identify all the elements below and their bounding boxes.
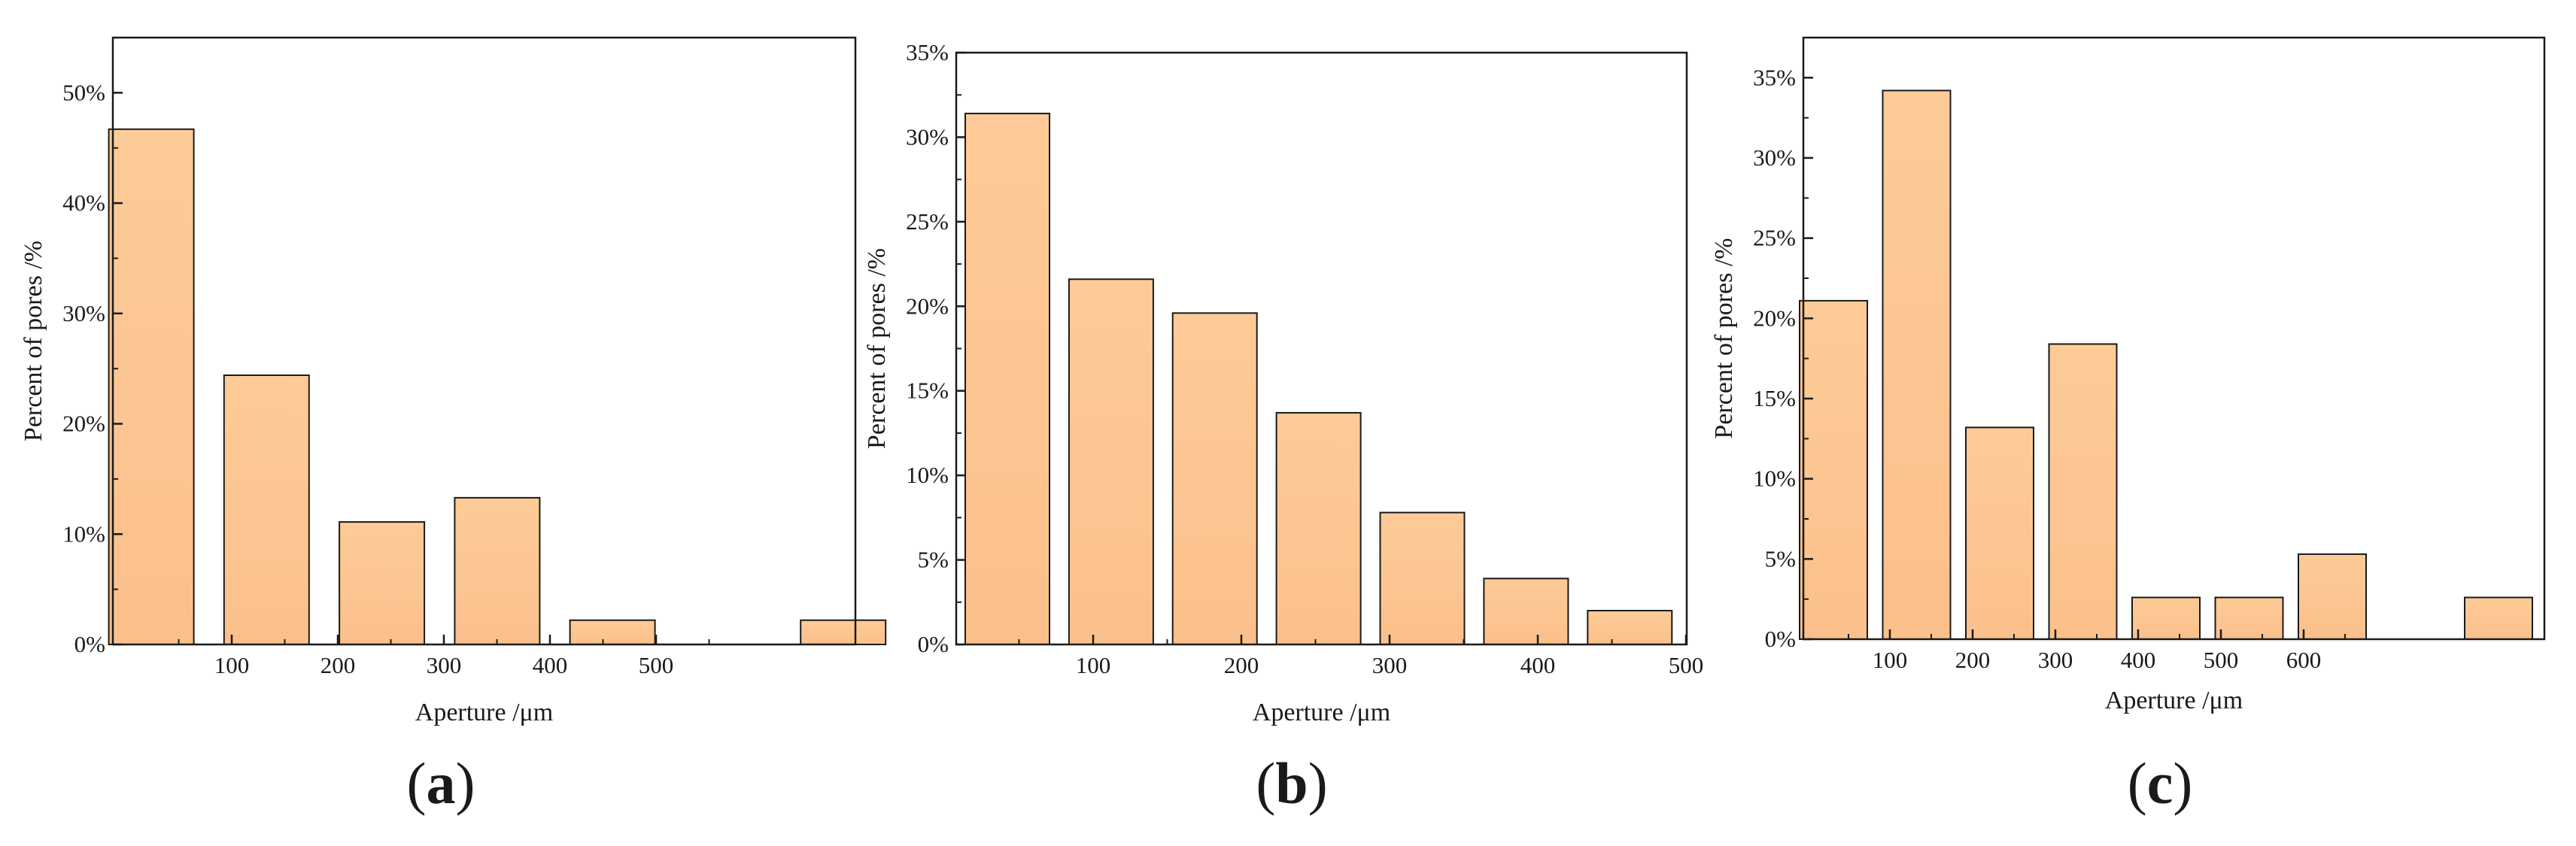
bar-a-3 bbox=[454, 496, 541, 646]
bar-c-3 bbox=[2048, 343, 2118, 640]
y-tick-label: 30% bbox=[1753, 144, 1796, 171]
x-tick-label: 400 bbox=[2121, 647, 2156, 673]
bar-b-1 bbox=[1068, 278, 1154, 645]
x-tick-label: 300 bbox=[2038, 647, 2073, 673]
y-tick-label: 35% bbox=[1753, 64, 1796, 90]
x-tick-label: 200 bbox=[320, 652, 356, 678]
bar-b-0 bbox=[964, 112, 1050, 645]
bar-b-3 bbox=[1275, 411, 1362, 646]
y-tick-label: 10% bbox=[1753, 465, 1796, 492]
x-tick-label: 500 bbox=[2204, 647, 2239, 673]
x-axis-label: Aperture /μm bbox=[2105, 687, 2243, 714]
bar-c-2 bbox=[1965, 426, 2034, 641]
x-tick-label: 100 bbox=[1076, 652, 1111, 678]
y-tick-label: 20% bbox=[62, 411, 105, 437]
x-axis-label: Aperture /μm bbox=[1253, 699, 1390, 726]
y-tick-label: 25% bbox=[906, 208, 949, 235]
x-tick-label: 400 bbox=[533, 652, 568, 678]
y-tick-label: 50% bbox=[62, 79, 105, 105]
x-tick-label: 300 bbox=[427, 652, 462, 678]
bar-b-6 bbox=[1587, 610, 1673, 645]
y-tick-label: 5% bbox=[1765, 545, 1796, 572]
bar-b-2 bbox=[1171, 312, 1258, 645]
x-tick-label: 200 bbox=[1955, 647, 1991, 673]
y-tick-label: 0% bbox=[1765, 626, 1796, 652]
bar-a-2 bbox=[339, 521, 426, 645]
bar-b-4 bbox=[1379, 511, 1466, 645]
bar-a-6 bbox=[800, 619, 887, 646]
bar-c-0 bbox=[1799, 299, 1868, 640]
bar-a-4 bbox=[569, 619, 656, 646]
y-tick-label: 5% bbox=[918, 547, 949, 573]
y-tick-label: 15% bbox=[1753, 385, 1796, 411]
y-tick-label: 0% bbox=[74, 631, 105, 657]
y-tick-label: 30% bbox=[906, 123, 949, 150]
bar-c-5 bbox=[2214, 596, 2284, 640]
y-axis-label: Percent of pores /% bbox=[863, 248, 891, 449]
chart-panel-b: 0% 5% 10% 15% 20% 25% 30% 35% 100 200 300 400 500 Ape… bbox=[863, 39, 1703, 816]
panel-label: (a) bbox=[407, 750, 475, 816]
x-tick-label: 100 bbox=[1873, 647, 1908, 673]
panel-label: (c) bbox=[2128, 750, 2193, 816]
y-tick-label: 0% bbox=[918, 631, 949, 657]
y-axis-label: Percent of pores /% bbox=[20, 241, 47, 441]
bar-c-8 bbox=[2464, 596, 2533, 640]
bar-b-5 bbox=[1483, 578, 1569, 645]
chart-panel-c: 0% 5% 10% 15% 20% 25% 30% 35% 100 200 300 400 500 600… bbox=[1710, 36, 2546, 816]
x-tick-label: 200 bbox=[1224, 652, 1259, 678]
chart-panel-a: 0% 10% 20% 30% 40% 50% 100 200 300 400 500 Aperture… bbox=[20, 36, 887, 816]
x-tick-label: 600 bbox=[2286, 647, 2322, 673]
bar-c-6 bbox=[2298, 553, 2367, 641]
panel-label: (b) bbox=[1256, 750, 1327, 816]
y-tick-label: 30% bbox=[62, 300, 105, 326]
y-tick-label: 40% bbox=[62, 190, 105, 216]
bar-a-0 bbox=[108, 128, 195, 646]
y-tick-label: 35% bbox=[906, 39, 949, 65]
bar-c-1 bbox=[1882, 89, 1952, 640]
x-tick-label: 500 bbox=[639, 652, 674, 678]
x-axis-label: Aperture /μm bbox=[415, 699, 553, 726]
y-axis-label: Percent of pores /% bbox=[1710, 238, 1738, 438]
y-tick-label: 20% bbox=[906, 293, 949, 319]
x-tick-label: 400 bbox=[1520, 652, 1556, 678]
y-tick-label: 25% bbox=[1753, 225, 1796, 251]
x-tick-label: 500 bbox=[1669, 652, 1704, 678]
bar-a-1 bbox=[223, 374, 310, 645]
plot-frame bbox=[1802, 36, 2546, 641]
x-tick-label: 100 bbox=[214, 652, 250, 678]
bar-c-4 bbox=[2131, 596, 2201, 640]
y-tick-label: 10% bbox=[906, 462, 949, 488]
plot-frame bbox=[111, 36, 857, 646]
y-tick-label: 15% bbox=[906, 378, 949, 404]
y-tick-label: 20% bbox=[1753, 305, 1796, 331]
x-tick-label: 300 bbox=[1372, 652, 1408, 678]
y-tick-label: 10% bbox=[62, 520, 105, 547]
